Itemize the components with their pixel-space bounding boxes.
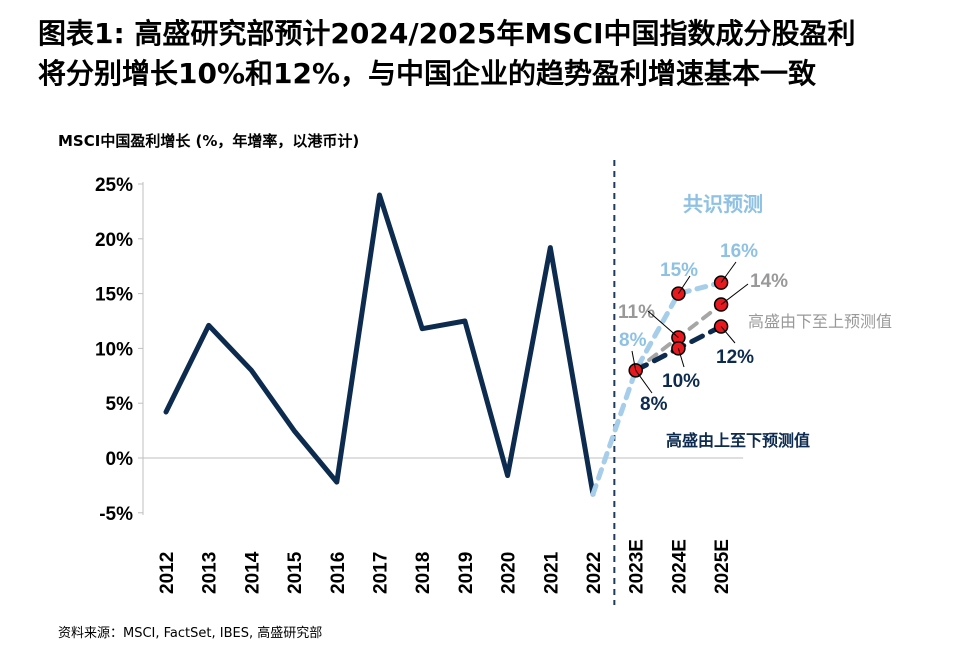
label-2025-consensus: 16%: [720, 241, 758, 262]
leader-2023-consensus: [631, 350, 637, 371]
x-tick-label: 2014: [242, 551, 263, 594]
leader-2023-gs: [635, 370, 653, 394]
leader-2024-top-down: [677, 348, 685, 368]
x-tick-label: 2023E: [627, 539, 648, 594]
x-tick-label: 2016: [328, 552, 349, 594]
x-tick-label: 2019: [456, 552, 477, 594]
title-line-1: 图表1: 高盛研究部预计2024/2025年MSCI中国指数成分股盈利: [38, 17, 856, 50]
x-tick-label: 2020: [499, 552, 520, 594]
x-tick-label: 2017: [371, 552, 392, 594]
gs-bottom-up-label: 高盛由下至上预测值: [748, 313, 892, 331]
y-tick-label: 15%: [95, 285, 133, 306]
leader-2025-consensus: [720, 261, 737, 283]
y-tick-label: 10%: [95, 339, 133, 360]
label-2025-bottom-up: 14%: [750, 271, 788, 292]
x-tick-label: 2022: [584, 552, 605, 594]
chart-title: 图表1: 高盛研究部预计2024/2025年MSCI中国指数成分股盈利 将分别增…: [38, 14, 948, 94]
label-2024-top-down: 10%: [662, 371, 700, 392]
x-tick-label: 2021: [541, 551, 562, 594]
leader-2024-bottom-up: [647, 310, 679, 338]
source-note: 资料来源：MSCI, FactSet, IBES, 高盛研究部: [58, 626, 323, 641]
chart-subtitle: MSCI中国盈利增长 (%，年增率，以港币计): [58, 132, 360, 150]
y-tick-label: 20%: [95, 230, 133, 251]
x-tick-label: 2025E: [712, 539, 733, 594]
label-2023-gs: 8%: [640, 394, 668, 415]
consensus-title: 共识预测: [683, 193, 763, 216]
title-line-2: 将分别增长10%和12%，与中国企业的趋势盈利增速基本一致: [38, 57, 817, 90]
x-tick-label: 2015: [285, 551, 306, 594]
x-tick-label: 2013: [200, 552, 221, 594]
label-2024-consensus: 15%: [660, 260, 698, 281]
leader-2025-bottom-up: [720, 283, 749, 305]
x-tick-label: 2018: [413, 552, 434, 594]
x-tick-label: 2024E: [669, 539, 690, 594]
leader-2024-consensus: [677, 275, 691, 294]
leader-2025-top-down: [720, 326, 736, 344]
series-line-consensus: [590, 280, 724, 497]
y-tick-label: 5%: [106, 394, 134, 415]
y-tick-label: 25%: [95, 175, 133, 196]
gs-top-down-label: 高盛由上至下预测值: [666, 431, 810, 450]
label-2023-consensus: 8%: [619, 330, 647, 351]
label-2025-top-down: 12%: [716, 347, 754, 368]
y-tick-label: 0%: [106, 449, 134, 470]
y-tick-label: -5%: [99, 504, 133, 525]
x-tick-label: 2012: [157, 552, 178, 594]
label-2024-bottom-up: 11%: [618, 302, 655, 323]
series-line-actual: [163, 192, 596, 497]
